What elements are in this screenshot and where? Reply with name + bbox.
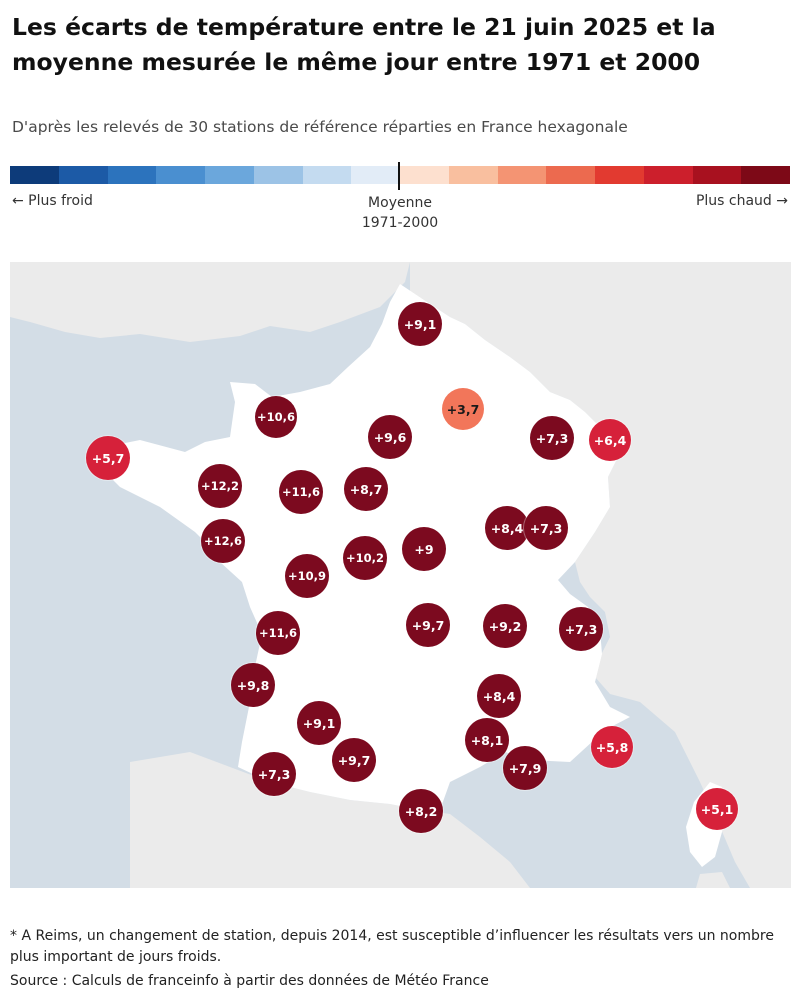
- legend-mid-label: Moyenne 1971-2000: [330, 193, 470, 233]
- station-marker: +5,1: [696, 788, 738, 830]
- legend-mid-label-line2: 1971-2000: [361, 215, 439, 231]
- chart-title: Les écarts de température entre le 21 ju…: [12, 13, 716, 76]
- station-value: +5,1: [700, 801, 734, 817]
- station-marker: +3,7: [442, 388, 484, 430]
- station-marker: +9,7: [406, 603, 450, 647]
- station-marker: +5,7: [86, 436, 130, 480]
- station-value: +3,7: [446, 401, 480, 417]
- scale-cell-12: [595, 166, 644, 184]
- station-value: +9,1: [302, 715, 336, 731]
- station-value: +10,2: [345, 551, 384, 565]
- station-value: +9,7: [411, 617, 445, 633]
- scale-cell-2: [107, 166, 157, 184]
- station-marker: +7,9: [503, 746, 547, 790]
- station-marker: +10,6: [255, 396, 297, 438]
- station-marker: +8,1: [465, 718, 509, 762]
- station-marker: +9: [402, 527, 446, 571]
- station-marker: +9,2: [483, 604, 527, 648]
- station-value: +7,3: [564, 621, 598, 637]
- station-marker: +8,2: [399, 789, 443, 833]
- chart-subtitle: D'après les relevés de 30 stations de ré…: [12, 118, 628, 136]
- great-britain-land: [10, 262, 410, 342]
- legend-cold-label: ← Plus froid: [12, 193, 93, 209]
- station-value: +7,9: [508, 760, 542, 776]
- station-value: +8,4: [490, 520, 524, 536]
- station-value: +5,8: [595, 739, 629, 755]
- station-marker: +7,3: [524, 506, 568, 550]
- legend-mid-label-line1: Moyenne: [368, 195, 432, 211]
- color-scale: [10, 166, 790, 184]
- scale-midpoint-marker: [398, 162, 400, 190]
- scale-cell-5: [253, 166, 303, 184]
- station-value: +6,4: [593, 432, 627, 448]
- station-value: +12,2: [200, 479, 239, 493]
- scale-cell-1: [58, 166, 108, 184]
- station-marker: +10,9: [285, 554, 329, 598]
- station-value: +9,6: [373, 429, 407, 445]
- station-value: +8,2: [404, 803, 438, 819]
- scale-cell-0: [10, 166, 59, 184]
- station-value: +9,1: [403, 316, 437, 332]
- scale-cell-15: [741, 166, 790, 184]
- scale-cell-7: [351, 166, 400, 184]
- station-value: +7,3: [535, 430, 569, 446]
- station-value: +8,4: [482, 688, 516, 704]
- station-marker: +11,6: [279, 470, 323, 514]
- scale-cell-13: [643, 166, 693, 184]
- station-value: +7,3: [257, 766, 291, 782]
- scale-cell-11: [546, 166, 595, 184]
- station-marker: +8,7: [344, 467, 388, 511]
- station-value: +9,7: [337, 752, 371, 768]
- station-marker: +7,3: [559, 607, 603, 651]
- station-value: +7,3: [529, 520, 563, 536]
- scale-cell-4: [205, 166, 254, 184]
- station-marker: +8,4: [477, 674, 521, 718]
- station-value: +5,7: [91, 450, 125, 466]
- legend-hot-label: Plus chaud →: [695, 193, 788, 209]
- station-marker: +9,8: [231, 663, 275, 707]
- scale-cell-9: [448, 166, 498, 184]
- sardinia-land: [696, 872, 730, 888]
- footnote: * A Reims, un changement de station, dep…: [10, 928, 774, 965]
- scale-cell-10: [497, 166, 547, 184]
- scale-cell-6: [302, 166, 352, 184]
- station-marker: +9,1: [398, 302, 442, 346]
- source-note: Source : Calculs de franceinfo à partir …: [10, 973, 489, 989]
- station-marker: +10,2: [343, 536, 387, 580]
- scale-cell-3: [156, 166, 205, 184]
- station-value: +11,6: [281, 485, 320, 499]
- station-marker: +9,1: [297, 701, 341, 745]
- iberia-land: [130, 752, 530, 888]
- station-value: +10,6: [256, 410, 295, 424]
- station-value: +9: [414, 541, 434, 557]
- neighbor-countries-land: [410, 262, 791, 888]
- station-value: +8,1: [470, 732, 504, 748]
- station-marker: +5,8: [591, 726, 633, 768]
- station-marker: +7,3: [252, 752, 296, 796]
- station-value: +8,7: [349, 481, 383, 497]
- france-map: +9,1 +3,7 +10,6 +9,6 +7,3 +6,4 +5,7 +12,2 +11,6 +…: [10, 262, 791, 888]
- station-marker: +12,6: [201, 519, 245, 563]
- station-marker: +12,2: [198, 464, 242, 508]
- station-value: +9,8: [236, 677, 270, 693]
- station-marker: +9,6: [368, 415, 412, 459]
- station-marker: +8,4: [485, 506, 529, 550]
- station-value: +11,6: [258, 626, 297, 640]
- station-marker: +9,7: [332, 738, 376, 782]
- station-value: +12,6: [203, 534, 242, 548]
- scale-cell-8: [400, 166, 449, 184]
- station-marker: +11,6: [256, 611, 300, 655]
- scale-cell-14: [692, 166, 742, 184]
- station-marker: +6,4: [589, 419, 631, 461]
- station-value: +9,2: [488, 618, 522, 634]
- station-value: +10,9: [287, 569, 326, 583]
- map-background: [10, 262, 791, 888]
- station-marker: +7,3: [530, 416, 574, 460]
